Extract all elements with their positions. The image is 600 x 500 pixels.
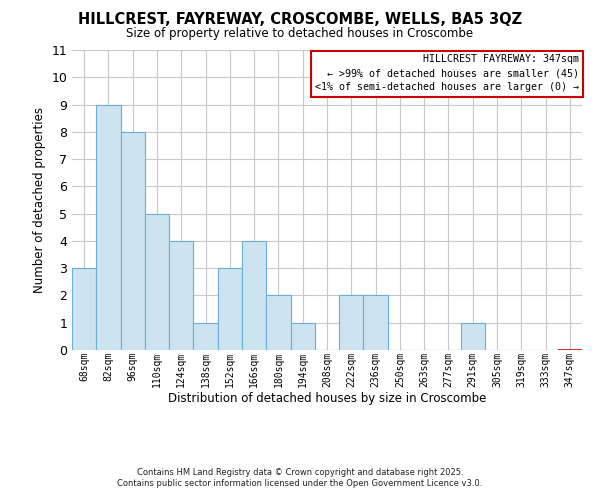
Bar [266,296,290,350]
Bar [96,104,121,350]
Bar [339,296,364,350]
Bar [290,322,315,350]
Bar [218,268,242,350]
X-axis label: Distribution of detached houses by size in Croscombe: Distribution of detached houses by size … [168,392,486,405]
Bar [193,322,218,350]
Bar [145,214,169,350]
Text: Contains HM Land Registry data © Crown copyright and database right 2025.
Contai: Contains HM Land Registry data © Crown c… [118,468,482,487]
Bar [169,241,193,350]
Text: HILLCREST, FAYREWAY, CROSCOMBE, WELLS, BA5 3QZ: HILLCREST, FAYREWAY, CROSCOMBE, WELLS, B… [78,12,522,28]
Bar [364,296,388,350]
Text: HILLCREST FAYREWAY: 347sqm
← >99% of detached houses are smaller (45)
<1% of sem: HILLCREST FAYREWAY: 347sqm ← >99% of det… [316,54,580,92]
Bar [461,322,485,350]
Bar [242,241,266,350]
Text: Size of property relative to detached houses in Croscombe: Size of property relative to detached ho… [127,28,473,40]
Bar [121,132,145,350]
Bar [72,268,96,350]
Y-axis label: Number of detached properties: Number of detached properties [33,107,46,293]
